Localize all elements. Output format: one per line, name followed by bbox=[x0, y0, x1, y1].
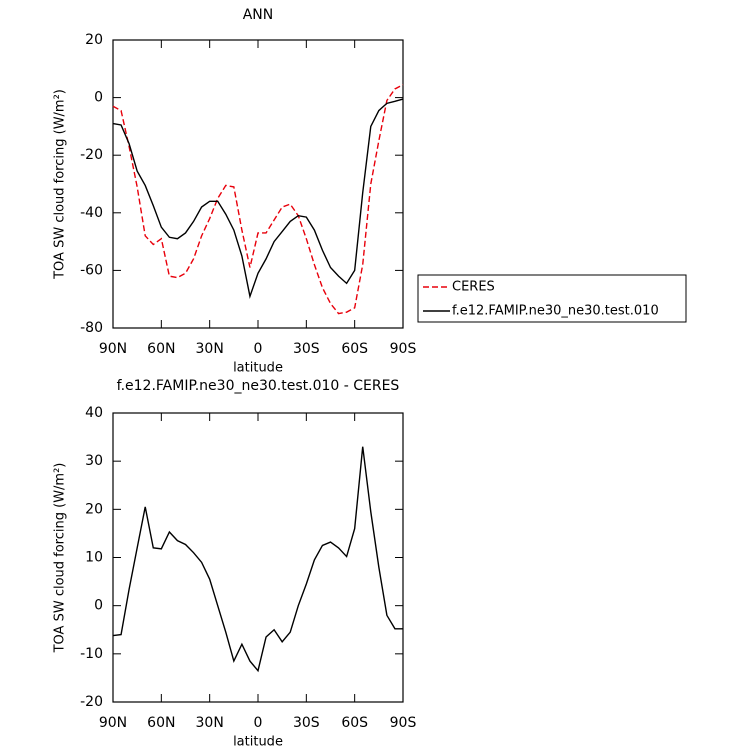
x-tick-label: 60S bbox=[341, 341, 368, 357]
chart-title: ANN bbox=[243, 7, 274, 23]
plot-frame bbox=[112, 39, 404, 329]
y-tick-label: -60 bbox=[80, 262, 103, 278]
y-tick-label: 0 bbox=[94, 598, 103, 614]
x-tick-label: 60N bbox=[147, 715, 175, 731]
data-line bbox=[112, 98, 404, 299]
y-tick-label: 0 bbox=[94, 90, 103, 106]
plot-frame bbox=[112, 412, 404, 703]
y-axis-label: TOA SW cloud forcing (W/m²) bbox=[53, 89, 68, 280]
x-tick-label: 0 bbox=[254, 341, 263, 357]
x-tick-label: 90S bbox=[390, 341, 417, 357]
x-tick-label: 90N bbox=[99, 341, 127, 357]
x-tick-label: 30N bbox=[196, 715, 224, 731]
x-tick-label: 30S bbox=[293, 715, 320, 731]
y-tick-label: 20 bbox=[85, 32, 103, 48]
x-tick-label: 30N bbox=[196, 341, 224, 357]
data-line bbox=[112, 446, 403, 673]
y-tick-label: -80 bbox=[80, 320, 103, 336]
data-line bbox=[112, 84, 404, 315]
x-tick-label: 60N bbox=[147, 341, 175, 357]
y-tick-label: 20 bbox=[85, 501, 103, 517]
x-tick-label: 30S bbox=[293, 341, 320, 357]
y-tick-label: 10 bbox=[85, 550, 103, 566]
x-tick-label: 90N bbox=[99, 715, 127, 731]
legend-label: f.e12.FAMIP.ne30_ne30.test.010 bbox=[452, 304, 659, 319]
y-tick-label: -10 bbox=[80, 646, 103, 662]
y-tick-label: -20 bbox=[80, 694, 103, 710]
y-tick-label: 30 bbox=[85, 453, 103, 469]
x-tick-label: 60S bbox=[341, 715, 368, 731]
chart-title: f.e12.FAMIP.ne30_ne30.test.010 - CERES bbox=[117, 378, 400, 394]
y-tick-label: 40 bbox=[85, 405, 103, 421]
x-tick-label: 0 bbox=[254, 715, 263, 731]
x-axis-label: latitude bbox=[233, 361, 283, 376]
x-axis-label: latitude bbox=[233, 735, 283, 750]
y-axis-label: TOA SW cloud forcing (W/m²) bbox=[53, 463, 68, 654]
y-tick-label: -20 bbox=[80, 147, 103, 163]
y-tick-label: -40 bbox=[80, 205, 103, 221]
x-tick-label: 90S bbox=[390, 715, 417, 731]
legend-label: CERES bbox=[452, 280, 495, 295]
legend-box bbox=[417, 274, 687, 323]
